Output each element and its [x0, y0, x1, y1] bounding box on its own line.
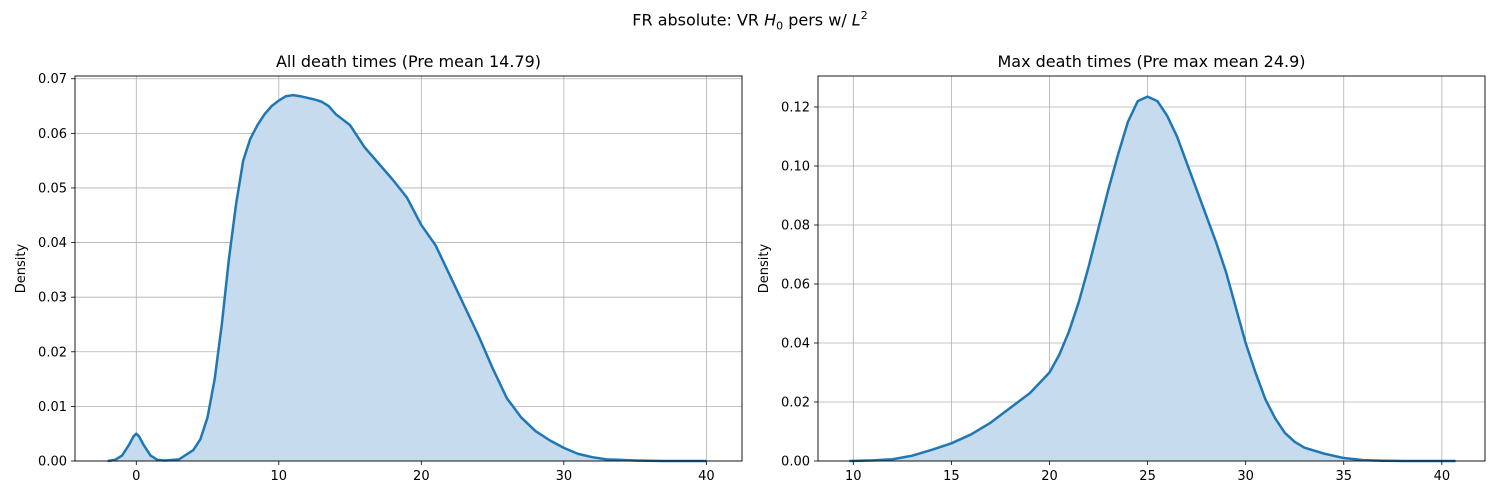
- figure-suptitle: FR absolute: VR H0 pers w/ L2: [0, 9, 1500, 33]
- y-tick-label: 0.07: [38, 72, 67, 87]
- subplot-1: 0 10 20 30 40 0.00 0.01 0.02 0.03 0.04 0.05 0.06 0.0…: [14, 52, 743, 484]
- density-line: [107, 93, 707, 463]
- x-tick-label: 40: [1434, 469, 1451, 484]
- y-tick-label: 0.12: [781, 100, 810, 115]
- x-tick-label: 20: [1041, 469, 1058, 484]
- suptitle-var2: L: [851, 10, 861, 30]
- subplot-title: All death times (Pre mean 14.79): [276, 52, 541, 71]
- y-tick-label: 0.03: [38, 291, 67, 306]
- y-tick-label: 0.05: [38, 181, 67, 196]
- x-tick-label: 25: [1139, 469, 1156, 484]
- suptitle-var: H: [764, 10, 777, 30]
- y-axis-label: Density: [757, 243, 772, 293]
- x-tick-label: 40: [698, 469, 715, 484]
- y-tick-label: 0.01: [38, 400, 67, 415]
- density-fill: [107, 95, 707, 462]
- x-tick-label: 30: [1237, 469, 1254, 484]
- density-fill: [849, 96, 1456, 462]
- y-tick-label: 0.04: [38, 236, 67, 251]
- density-line: [849, 95, 1456, 463]
- x-tick-label: 30: [556, 469, 573, 484]
- suptitle-sub: 0: [776, 19, 784, 33]
- y-tick-label: 0.06: [38, 127, 67, 142]
- subplot-title: Max death times (Pre max mean 24.9): [997, 52, 1305, 71]
- x-tick-label: 0: [132, 469, 140, 484]
- y-tick-label: 0.06: [781, 277, 810, 292]
- suptitle-mid: pers w/: [783, 10, 852, 30]
- y-tick-label: 0.00: [781, 455, 810, 470]
- y-tick-label: 0.02: [781, 395, 810, 410]
- y-axis-label: Density: [14, 243, 29, 293]
- suptitle-prefix: FR absolute: VR: [632, 10, 765, 30]
- x-tick-label: 35: [1335, 469, 1352, 484]
- y-tick-label: 0.10: [781, 159, 810, 174]
- y-tick-label: 0.08: [781, 218, 810, 233]
- y-tick-label: 0.02: [38, 345, 67, 360]
- axes-frame: [74, 75, 743, 462]
- suptitle-sup: 2: [860, 9, 868, 22]
- y-tick-label: 0.04: [781, 336, 810, 351]
- subplot-2: 10 15 20 25 30 35 40 0.00 0.02 0.04 0.06 0.08 0.10 0.…: [757, 52, 1486, 484]
- y-tick-label: 0.00: [38, 455, 67, 470]
- x-tick-label: 10: [271, 469, 288, 484]
- x-tick-label: 20: [413, 469, 430, 484]
- axes-frame: [817, 75, 1486, 462]
- x-tick-label: 10: [845, 469, 862, 484]
- x-tick-label: 15: [943, 469, 960, 484]
